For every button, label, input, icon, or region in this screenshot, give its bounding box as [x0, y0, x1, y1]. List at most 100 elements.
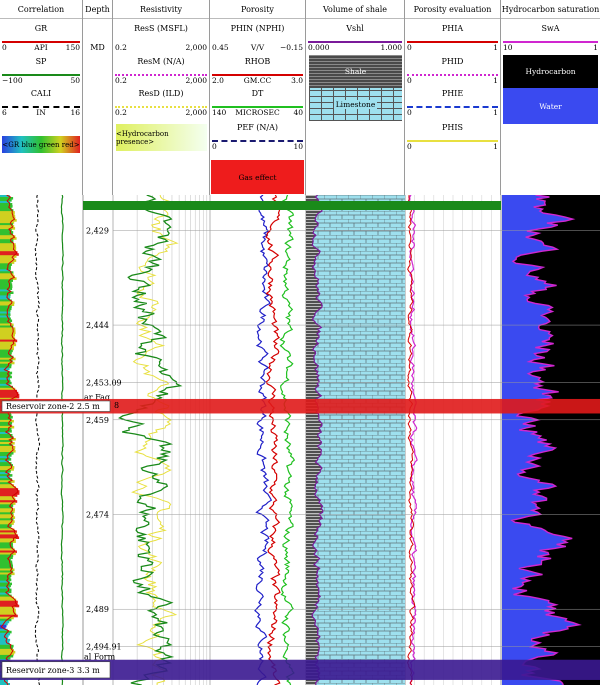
rhob-track-header[interactable]: RHOB 2.0 GM.CC 3.0 [210, 52, 305, 92]
gr-gradient-fill [0, 490, 20, 493]
phia-max: 1 [493, 43, 498, 52]
reservoir-zone-label: Reservoir zone-3 3.3 m [6, 666, 100, 675]
phie-max: 1 [493, 108, 498, 117]
gr-track-header[interactable]: GR 0 API 150 [0, 19, 82, 59]
gr-gradient-fill [0, 606, 15, 610]
gr-gradient-fill [0, 492, 20, 495]
gr-gradient-fill [0, 504, 14, 507]
res-d-curve-swatch [115, 106, 207, 108]
gr-gradient-fill [0, 327, 16, 331]
gr-gradient-fill [0, 245, 17, 248]
gr-gradient-fill [0, 600, 18, 604]
gr-gradient-fill [0, 237, 17, 240]
gr-gradient-fill [0, 355, 14, 359]
top-marker-band [83, 201, 501, 210]
gr-gradient-fill [0, 478, 13, 481]
pef-track-header[interactable]: PEF (N/A) 0 10 [210, 118, 305, 158]
gr-gradient-fill [0, 421, 13, 425]
sp-track-header[interactable]: SP −100 50 [0, 52, 82, 92]
gr-gradient-fill [0, 417, 12, 421]
gr-gradient-fill [0, 315, 10, 319]
cali-curve [34, 195, 41, 685]
phie-curve-swatch [407, 106, 498, 108]
phis-track-header[interactable]: PHIS 0 1 [405, 118, 500, 158]
gr-gradient-fill [0, 283, 13, 286]
gr-gradient-fill [0, 628, 8, 632]
gr-gradient-fill [0, 227, 16, 230]
gr-gradient-fill [0, 500, 18, 503]
rhob-curve-swatch [212, 74, 303, 76]
gr-gradient-fill [0, 474, 13, 477]
gr-gradient-fill [0, 343, 17, 347]
gr-gradient-fill [0, 229, 12, 232]
phia-curve [406, 195, 416, 685]
phin-track-header[interactable]: PHIN (NPHI) 0.45 V/V −0.15 [210, 19, 305, 59]
track-frames [82, 195, 502, 685]
cali-track-header[interactable]: CALI 6 IN 16 [0, 84, 82, 124]
dt-curve-swatch [212, 106, 303, 108]
gr-gradient-fill [0, 584, 11, 588]
vshl-track-header[interactable]: Vshl 0.000 1.000 [306, 19, 404, 59]
gr-gradient-fill [0, 550, 17, 554]
vshl-label: Vshl [346, 24, 364, 33]
gr-gradient-fill [0, 265, 11, 268]
res-s-max: 2,000 [185, 43, 207, 52]
res-m-min: 0.2 [115, 76, 127, 85]
gr-gradient-fill [0, 526, 11, 529]
pef-max: 10 [293, 142, 303, 151]
phia-track-header[interactable]: PHIA 0 1 [405, 19, 500, 59]
gr-gradient-fill [0, 225, 15, 228]
cali-unit: IN [36, 108, 46, 117]
gr-gradient-fill [0, 466, 15, 469]
gr-gradient-fill [0, 371, 13, 375]
log-plot-area[interactable]: 2,429 2,444 2,453.09 2,459 2,474 2,489 2,494.9… [0, 195, 600, 685]
gr-gradient-fill [0, 496, 15, 499]
res-s-track-header[interactable]: ResS (MSFL) 0.2 2,000 [113, 19, 209, 59]
gr-gradient-fill [0, 415, 13, 419]
phid-track-header[interactable]: PHID 0 1 [405, 52, 500, 92]
gr-gradient-fill [0, 498, 16, 501]
gr-gradient-fill [0, 464, 13, 467]
depth-label: 2,474 [86, 511, 109, 520]
gr-gradient-fill [0, 582, 12, 586]
sp-max: 50 [70, 76, 80, 85]
gr-gradient-fill [0, 514, 14, 517]
pef-curve-swatch [212, 140, 303, 142]
gr-gradient-fill [0, 375, 12, 379]
gr-gradient-fill [0, 313, 11, 317]
gr-gradient-fill [0, 413, 12, 417]
phie-label: PHIE [441, 89, 464, 98]
gr-gradient-fill [0, 279, 13, 282]
gr-gradient-fill [0, 385, 13, 389]
gr-gradient-fill [0, 646, 13, 650]
res-d-label: ResD (ILD) [138, 89, 184, 98]
gr-gradient-fill [0, 239, 14, 242]
depth-label: 2,444 [86, 321, 109, 330]
hydrocarbon-legend: Hydrocarbon [503, 55, 598, 88]
gr-gradient-fill [0, 681, 8, 684]
res-d-track-header[interactable]: ResD (ILD) 0.2 2,000 [113, 84, 209, 124]
swa-track-header[interactable]: SwA 10 1 [501, 19, 600, 59]
gr-gradient-fill [0, 462, 12, 465]
gr-gradient-fill [0, 299, 12, 302]
pef-min: 0 [212, 142, 217, 151]
gr-gradient-fill [0, 604, 20, 608]
gr-gradient-fill [0, 321, 11, 325]
phie-track-header[interactable]: PHIE 0 1 [405, 84, 500, 124]
gr-gradient-fill [0, 305, 12, 309]
gr-gradient-fill [0, 522, 14, 525]
gr-gradient-fill [0, 251, 18, 254]
phie-min: 0 [407, 108, 412, 117]
gr-gradient-fill [0, 257, 15, 260]
gr-gradient-fill [0, 428, 12, 431]
gr-gradient-fill [0, 580, 10, 584]
res-m-track-header[interactable]: ResM (N/A) 0.2 2,000 [113, 52, 209, 92]
gr-gradient-fill [0, 554, 14, 558]
gr-gradient-fill [0, 209, 14, 212]
gr-gradient-fill [0, 323, 14, 327]
gr-gradient-fill [0, 568, 15, 572]
gr-gradient-fill [0, 273, 14, 276]
gr-max: 150 [65, 43, 80, 52]
dt-track-header[interactable]: DT 140 MICROSEC 40 [210, 84, 305, 124]
porosity-title: Porosity [210, 1, 305, 19]
